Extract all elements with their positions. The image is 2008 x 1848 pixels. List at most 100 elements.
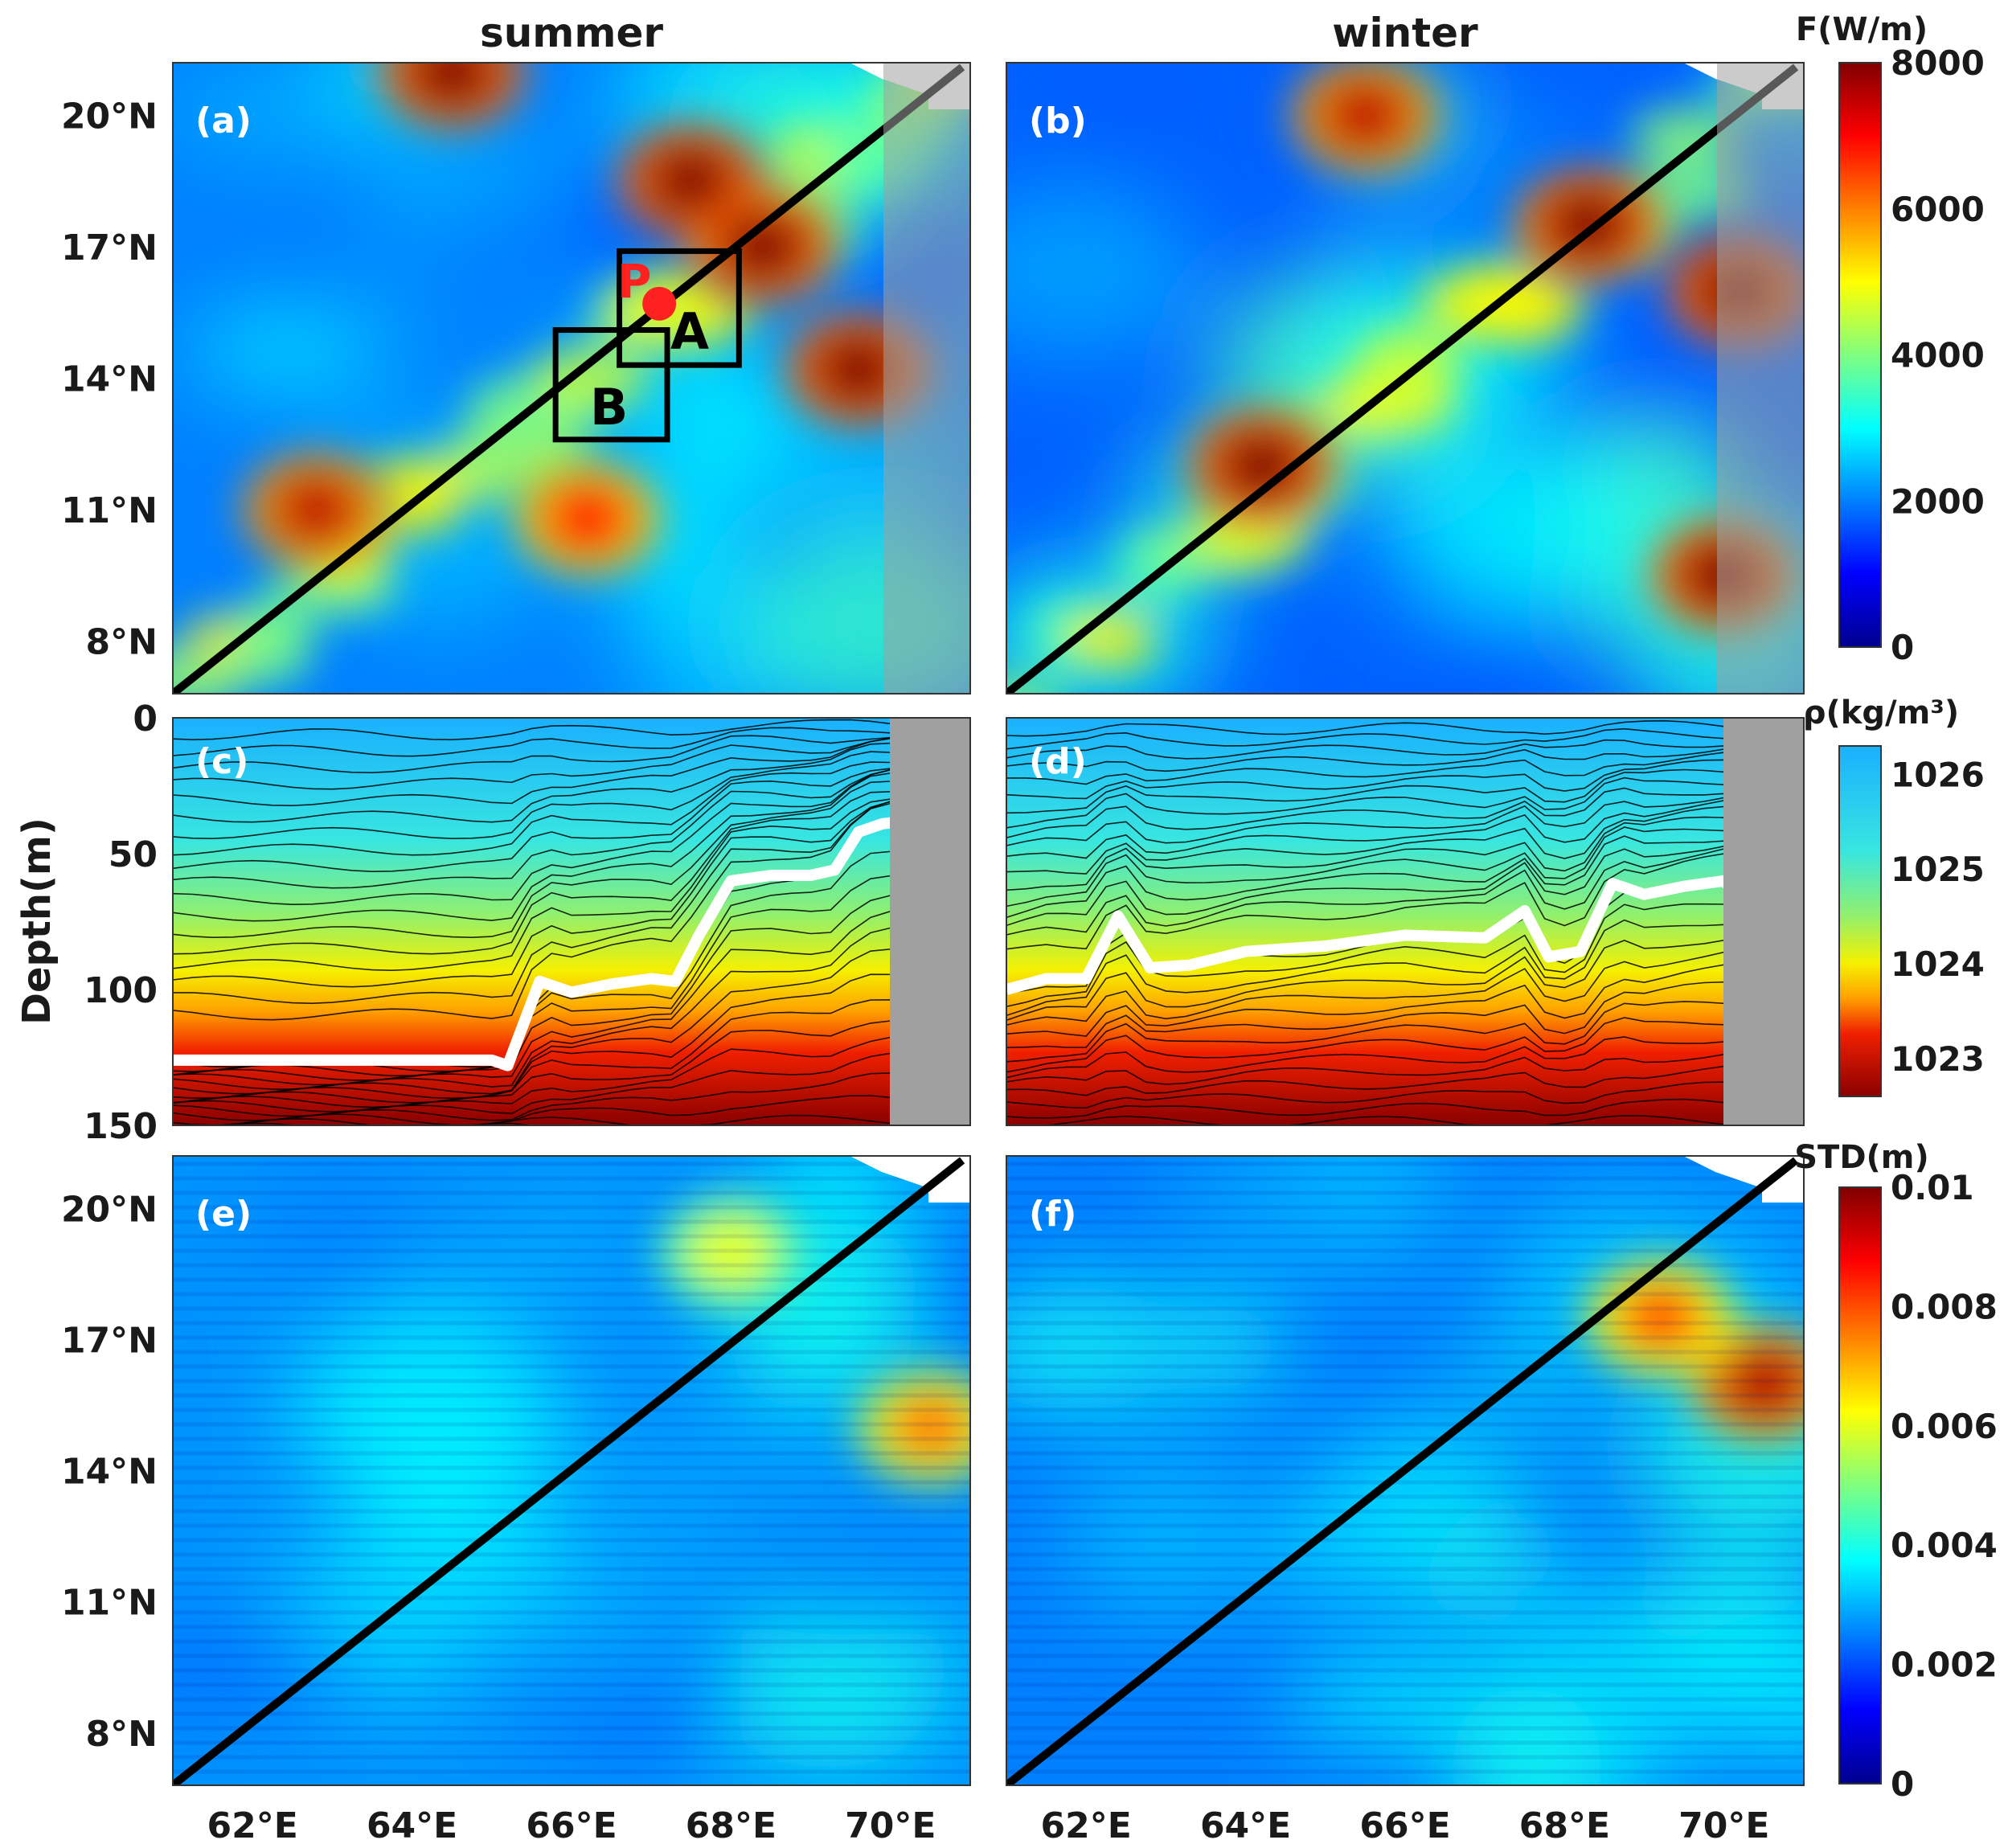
- lon-tick-label: 62°E: [207, 1805, 298, 1846]
- isopycnal-line: [1006, 787, 1804, 838]
- isopycnal-line: [173, 895, 970, 1086]
- isopycnal-line: [173, 1005, 970, 1108]
- isopycnal-line: [1006, 848, 1804, 936]
- colorbar-flux-label: F(W/m): [1796, 11, 1928, 48]
- hotspot-core: [543, 481, 632, 555]
- lat-tick-label: 8°N: [86, 622, 158, 663]
- isopycnal-line: [1006, 1081, 1804, 1109]
- mixed-layer-depth-line: [1006, 875, 1768, 995]
- std-tick-label: 0.01: [1891, 1168, 1974, 1207]
- isopycnal-line: [1006, 1001, 1804, 1063]
- panel-c-frame: [172, 717, 971, 1126]
- field-patch: [1061, 1451, 1270, 1625]
- lat-tick-label: 17°N: [61, 227, 158, 268]
- isopycnal-line: [1006, 951, 1804, 1026]
- isopycnal-line: [1006, 776, 1804, 829]
- transect-line: [173, 64, 965, 694]
- hotspots: [1588, 1261, 1804, 1440]
- hotspot-core: [1321, 79, 1410, 152]
- flux-tick-label: 2000: [1891, 481, 1985, 521]
- density-tick-label: 1023: [1891, 1039, 1985, 1079]
- lon-tick-label: 66°E: [1359, 1805, 1450, 1846]
- panel-label-c: (c): [195, 741, 248, 782]
- panel-label-f: (f): [1029, 1194, 1076, 1235]
- lat-tick-label: 11°N: [61, 1583, 158, 1624]
- depth-tick-label: 50: [109, 834, 158, 875]
- land-mask: [890, 718, 970, 1125]
- panel-e-frame: [172, 1155, 971, 1786]
- field-patch: [245, 1544, 491, 1653]
- hotspot-core: [686, 1215, 776, 1289]
- field-patch: [1449, 1684, 1605, 1785]
- depth-tick-label: 0: [133, 699, 158, 740]
- lat-tick-label: 11°N: [61, 490, 158, 531]
- striation-lines: [173, 1162, 970, 1774]
- panel-f-frame: [1006, 1155, 1805, 1786]
- std-tick-label: 0.006: [1891, 1407, 1998, 1446]
- isopycnal-line: [1006, 719, 1804, 737]
- isopycnal-line: [1006, 835, 1804, 919]
- density-tick-label: 1024: [1891, 944, 1985, 984]
- hotspot-core: [1616, 1281, 1705, 1354]
- lat-tick-label: 20°N: [61, 96, 158, 137]
- band-patch: [1629, 108, 1746, 163]
- panel-label-d: (d): [1029, 741, 1087, 782]
- isopycnal-line: [173, 856, 970, 1077]
- shelf-mask: [1717, 63, 1804, 694]
- isopycnal-line: [173, 752, 970, 873]
- isopycnal-line: [1006, 939, 1804, 1021]
- isopycnal-line: [1006, 746, 1804, 772]
- colorbar-density-label: ρ(kg/m³): [1803, 695, 1959, 731]
- colorbar-tick-labels: 8000 6000 4000 2000 0 1026 1025 1024 1023 0.01 0.0…: [1891, 43, 1998, 1804]
- lat-tick-label: 8°N: [86, 1714, 158, 1755]
- hotspot-core: [1217, 429, 1306, 502]
- field-patch: [512, 1194, 622, 1271]
- isopycnal-line: [1006, 1065, 1804, 1096]
- hotspot-core: [886, 1391, 970, 1464]
- transect-line: [1006, 1157, 1799, 1785]
- point-p-marker: [642, 286, 677, 321]
- lat-tick-label: 14°N: [61, 359, 158, 400]
- depth-axis-label: Depth(m): [14, 817, 59, 1025]
- field-patch: [182, 309, 394, 394]
- isopycnal-line: [173, 780, 970, 955]
- isopycnal-line: [1006, 816, 1804, 891]
- field-patch: [1006, 1285, 1182, 1412]
- isopycnal-line: [173, 785, 970, 1005]
- isopycnal-line: [173, 755, 970, 889]
- transect-line: [1006, 64, 1799, 694]
- box-b-label: B: [590, 378, 628, 436]
- field-patch: [1285, 1660, 1514, 1743]
- flux-tick-label: 0: [1891, 628, 1914, 667]
- lon-tick-label: 64°E: [367, 1805, 457, 1846]
- hotspots: [658, 1195, 970, 1484]
- lon-tick-label: 64°E: [1200, 1805, 1291, 1846]
- depth-tick-label: 150: [84, 1106, 158, 1147]
- isopycnals: [1006, 719, 1804, 1125]
- band-patch: [1354, 326, 1461, 412]
- isopycnal-line: [173, 751, 970, 840]
- isopycnal-line: [1006, 797, 1804, 846]
- column-title-winter: winter: [1332, 10, 1478, 56]
- isopycnal-line: [1006, 1017, 1804, 1073]
- std-tick-label: 0: [1891, 1764, 1914, 1804]
- isopycnal-line: [1006, 752, 1804, 785]
- isopycnal-line: [173, 725, 970, 774]
- panel-a-frame: [172, 62, 971, 695]
- density-tick-label: 1025: [1891, 850, 1985, 889]
- point-p-label: P: [617, 254, 652, 309]
- isopycnal-line: [1006, 805, 1804, 875]
- isopycnal-line: [1006, 1036, 1804, 1079]
- isopycnal-line: [1006, 1115, 1804, 1125]
- panel-f-winter-std: [1006, 1156, 1804, 1785]
- std-tick-label: 0.008: [1891, 1287, 1998, 1326]
- isopycnal-line: [173, 874, 970, 1081]
- isopycnal-line: [173, 1026, 970, 1112]
- isopycnal-line: [1006, 964, 1804, 1037]
- lon-tick-label: 66°E: [526, 1805, 617, 1846]
- band-patch: [232, 593, 314, 686]
- flux-tick-label: 8000: [1891, 43, 1985, 83]
- field-patch: [1420, 1371, 1605, 1449]
- latitude-tick-labels: 20°N 17°N 14°N 11°N 8°N 20°N 17°N 14°N 11°N 8°N: [61, 96, 158, 1754]
- depth-tick-label: 100: [84, 970, 158, 1011]
